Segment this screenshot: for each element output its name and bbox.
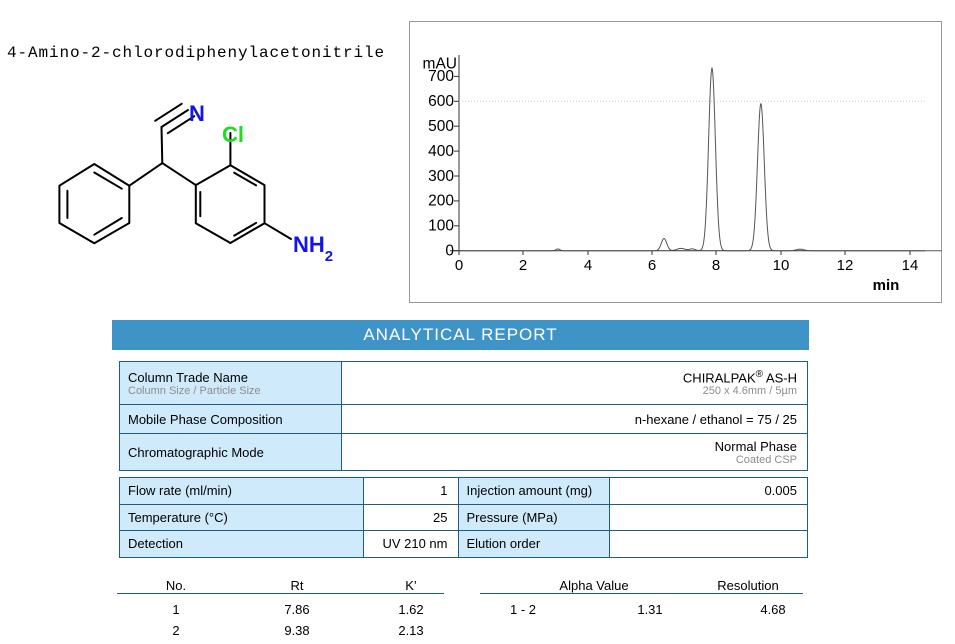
svg-text:0: 0	[445, 243, 454, 260]
svg-text:600: 600	[428, 93, 454, 110]
svg-text:100: 100	[428, 218, 454, 235]
svg-text:14: 14	[902, 257, 919, 274]
svg-text:200: 200	[428, 193, 454, 210]
svg-text:6: 6	[648, 257, 656, 274]
svg-text:4: 4	[584, 257, 592, 274]
svg-text:2: 2	[519, 257, 527, 274]
svg-text:NH2: NH2	[293, 232, 333, 265]
svg-text:8: 8	[712, 257, 720, 274]
svg-text:min: min	[873, 277, 900, 294]
svg-text:0: 0	[455, 257, 463, 274]
svg-text:Cl: Cl	[222, 122, 244, 147]
svg-text:mAU: mAU	[423, 56, 457, 73]
svg-text:N: N	[189, 101, 205, 126]
svg-text:10: 10	[773, 257, 790, 274]
svg-text:12: 12	[837, 257, 854, 274]
svg-text:400: 400	[428, 143, 454, 160]
svg-text:300: 300	[428, 168, 454, 185]
svg-text:500: 500	[428, 118, 454, 135]
